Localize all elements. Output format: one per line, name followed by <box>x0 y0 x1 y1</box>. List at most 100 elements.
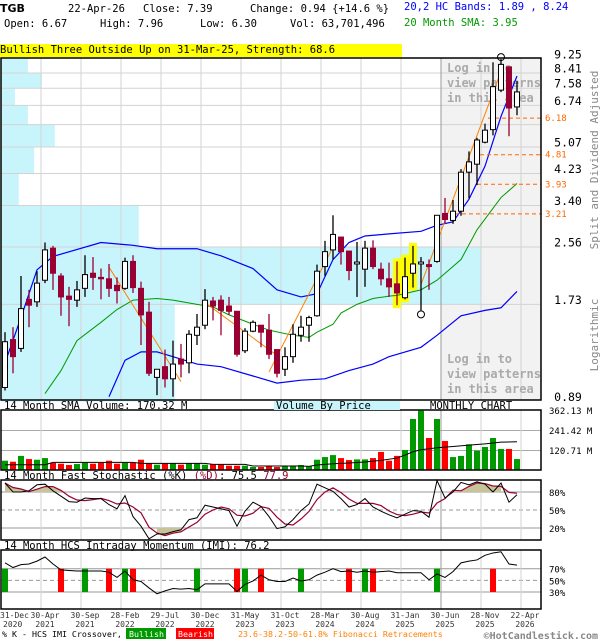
volume-bar[interactable] <box>122 462 128 470</box>
login-notice-bottom-2[interactable]: view patterns <box>447 367 541 381</box>
volume-bar[interactable] <box>98 462 104 470</box>
volume-bar[interactable] <box>154 464 160 470</box>
candle-down[interactable] <box>58 273 64 316</box>
volume-bar[interactable] <box>290 466 296 470</box>
candle-up[interactable] <box>202 289 208 330</box>
candle-up[interactable] <box>122 257 128 290</box>
candle-down[interactable] <box>114 277 120 304</box>
volume-bar[interactable] <box>426 438 432 470</box>
volume-bar[interactable] <box>74 464 80 470</box>
volume-bar[interactable] <box>266 465 272 470</box>
login-notice-bottom-3[interactable]: in this area <box>447 382 534 396</box>
volume-bar[interactable] <box>66 465 72 470</box>
bullish-crossover-bar[interactable] <box>298 568 304 593</box>
volume-bar[interactable] <box>482 446 488 470</box>
volume-bar[interactable] <box>282 466 288 470</box>
candle-up[interactable] <box>18 275 24 352</box>
candle-up[interactable] <box>418 257 424 311</box>
volume-bar[interactable] <box>130 462 136 470</box>
candle-down[interactable] <box>178 343 184 378</box>
candle-down[interactable] <box>370 240 376 270</box>
candle-down[interactable] <box>234 310 240 357</box>
candle-up[interactable] <box>362 240 368 287</box>
bullish-crossover-bar[interactable] <box>82 568 88 593</box>
candle-down[interactable] <box>146 301 152 377</box>
volume-bar[interactable] <box>322 457 328 470</box>
candle-up[interactable] <box>450 200 456 224</box>
candle-down[interactable] <box>90 257 96 290</box>
candle-down[interactable] <box>10 327 16 374</box>
pattern-banner[interactable]: Bullish Three Outside Up on 31-Mar-25, S… <box>0 44 402 57</box>
volume-bar[interactable] <box>506 448 512 470</box>
volume-bar[interactable] <box>354 459 360 470</box>
volume-bar[interactable] <box>338 458 344 470</box>
volume-bar[interactable] <box>194 463 200 470</box>
candle-down[interactable] <box>442 197 448 224</box>
candle-down[interactable] <box>210 296 216 321</box>
candle-up[interactable] <box>42 242 48 284</box>
candle-up[interactable] <box>514 81 520 116</box>
candle-down[interactable] <box>426 259 432 290</box>
candle-down[interactable] <box>130 255 136 293</box>
copyright-link[interactable]: ©HotCandlestick.com <box>484 630 598 640</box>
volume-bar[interactable] <box>90 463 96 470</box>
volume-bar[interactable] <box>402 449 408 470</box>
candle-up[interactable] <box>458 169 464 216</box>
candle-up[interactable] <box>154 368 160 396</box>
candle-up[interactable] <box>34 271 40 307</box>
volume-bar[interactable] <box>170 463 176 470</box>
bearish-crossover-bar[interactable] <box>490 568 496 593</box>
bullish-crossover-bar[interactable] <box>362 568 368 593</box>
volume-bar[interactable] <box>42 458 48 470</box>
volume-bar[interactable] <box>242 465 248 470</box>
candle-down[interactable] <box>66 286 72 327</box>
volume-bar[interactable] <box>162 463 168 470</box>
bearish-crossover-bar[interactable] <box>346 568 352 593</box>
candle-up[interactable] <box>242 328 248 354</box>
candle-down[interactable] <box>50 245 56 290</box>
volume-bar[interactable] <box>386 460 392 470</box>
candle-up[interactable] <box>170 340 176 397</box>
candle-down[interactable] <box>274 349 280 378</box>
candle-up[interactable] <box>306 315 312 342</box>
candle-up[interactable] <box>322 240 328 276</box>
candle-up[interactable] <box>82 255 88 297</box>
bullish-crossover-bar[interactable] <box>2 568 8 593</box>
volume-bar[interactable] <box>394 455 400 470</box>
bearish-crossover-bar[interactable] <box>234 568 240 593</box>
volume-bar[interactable] <box>114 463 120 470</box>
candle-down[interactable] <box>338 236 344 265</box>
candle-down[interactable] <box>266 313 272 360</box>
candle-down[interactable] <box>226 296 232 315</box>
candle-up[interactable] <box>466 151 472 199</box>
volume-bar[interactable] <box>18 455 24 470</box>
volume-bar[interactable] <box>330 455 336 470</box>
candle-up[interactable] <box>482 123 488 144</box>
volume-bar[interactable] <box>298 465 304 470</box>
volume-bar[interactable] <box>82 462 88 470</box>
candle-down[interactable] <box>378 262 384 286</box>
candle-up[interactable] <box>298 315 304 342</box>
candle-up[interactable] <box>74 280 80 307</box>
volume-bar[interactable] <box>234 465 240 470</box>
candle-down[interactable] <box>98 268 104 300</box>
login-notice-bottom-1[interactable]: Log in to <box>447 352 512 366</box>
candle-down[interactable] <box>26 289 32 328</box>
volume-bar[interactable] <box>418 410 424 470</box>
volume-bar[interactable] <box>370 458 376 470</box>
bullish-crossover-bar[interactable] <box>242 568 248 593</box>
volume-bar[interactable] <box>58 463 64 470</box>
volume-bar[interactable] <box>458 455 464 470</box>
bullish-crossover-bar[interactable] <box>194 568 200 593</box>
volume-bar[interactable] <box>274 467 280 470</box>
candle-down[interactable] <box>138 281 144 346</box>
candle-up[interactable] <box>410 245 416 288</box>
volume-bar[interactable] <box>186 463 192 470</box>
candle-down[interactable] <box>258 324 264 348</box>
volume-bar[interactable] <box>202 464 208 470</box>
volume-bar[interactable] <box>250 467 256 470</box>
login-notice-top-1[interactable]: Log in to <box>447 61 512 75</box>
candle-up[interactable] <box>330 215 336 260</box>
candle-up[interactable] <box>186 330 192 374</box>
volume-bar[interactable] <box>450 457 456 470</box>
